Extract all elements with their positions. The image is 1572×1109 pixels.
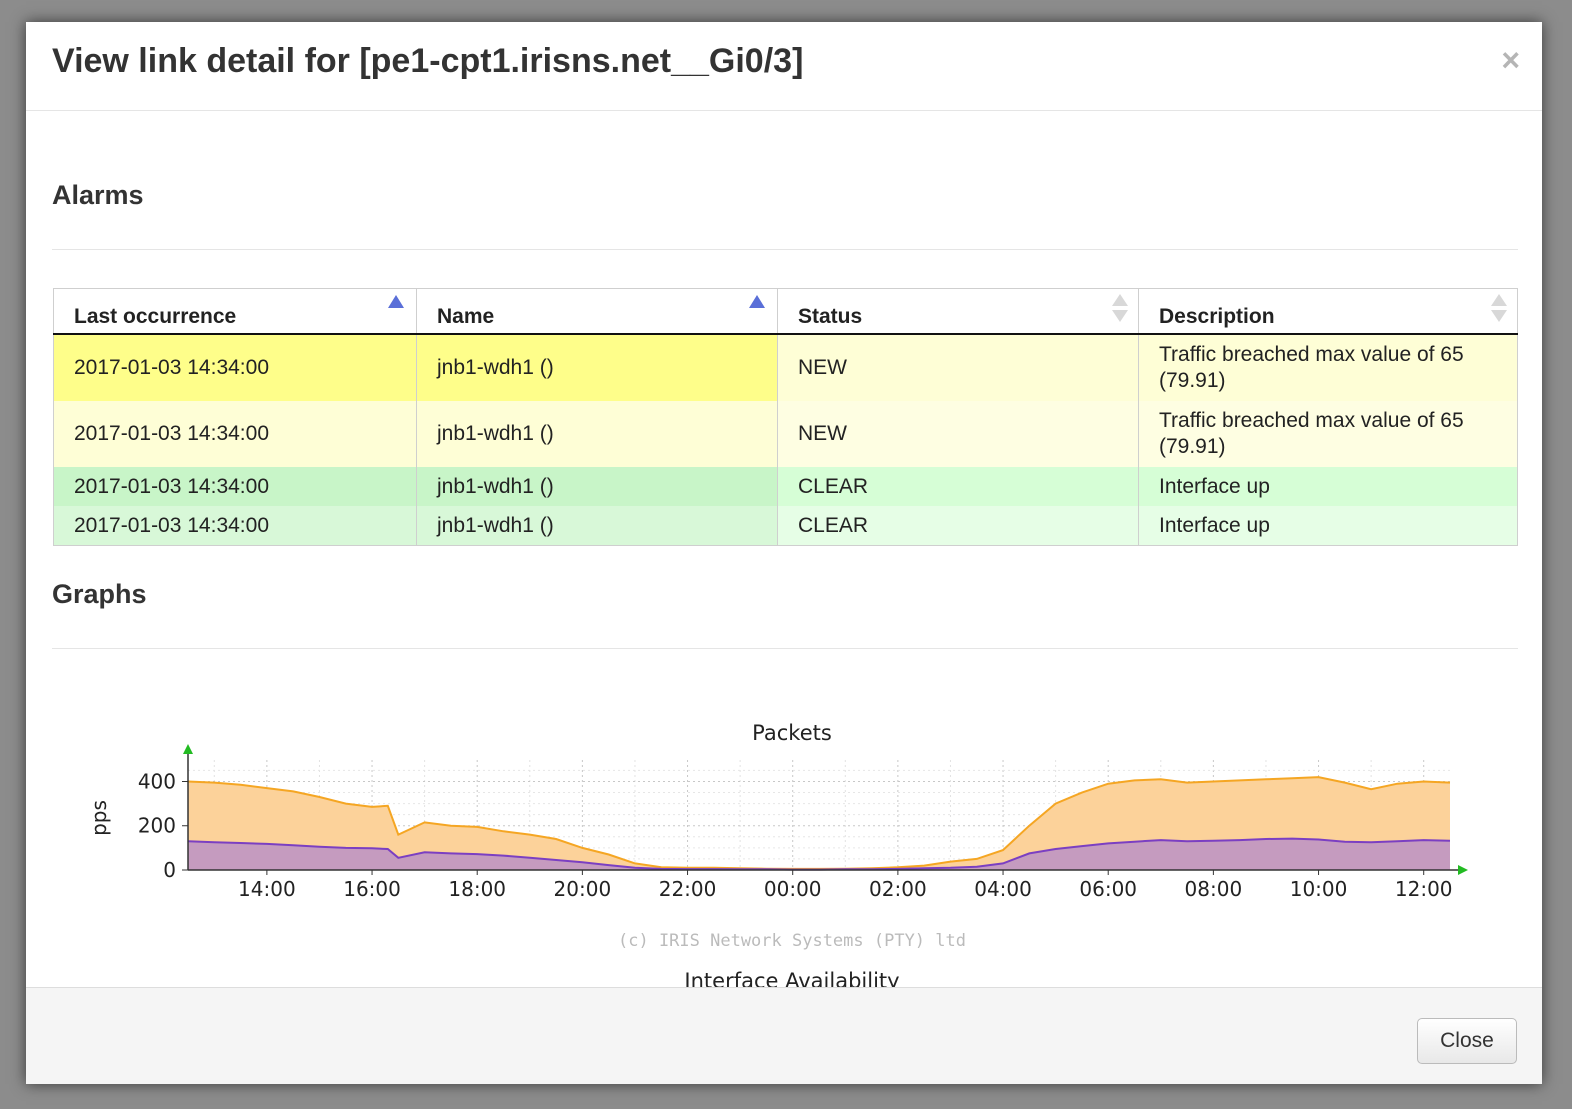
column-header-label: Status [798,305,863,328]
column-header-label: Last occurrence [74,305,237,328]
column-header-label: Description [1159,305,1275,328]
modal-title: View link detail for [pe1-cpt1.irisns.ne… [52,42,804,80]
cell-description: Interface up [1138,467,1518,506]
x-tick-label: 00:00 [764,877,822,901]
cell-name: jnb1-wdh1 () [416,334,778,401]
column-header-label: Name [437,305,495,328]
y-tick-label: 0 [163,858,176,882]
packets-chart: Packets 0 200 400 14:00 16:00 18:00 20:00 22:00 0… [87,721,1468,993]
table-row[interactable]: 2017-01-03 14:34:00 jnb1-wdh1 () CLEAR I… [53,467,1518,506]
column-header-name[interactable]: Name [416,288,778,335]
x-tick-label: 10:00 [1290,877,1348,901]
series-area-1 [188,838,1450,870]
link-detail-modal: View link detail for [pe1-cpt1.irisns.ne… [26,22,1542,1084]
x-tick-label: 16:00 [343,877,401,901]
y-tick-label: 200 [138,814,176,838]
x-axis-arrow-icon [1458,865,1468,875]
cell-status: NEW [777,334,1139,401]
close-icon[interactable]: × [1501,42,1520,78]
cell-status: NEW [777,401,1139,467]
x-tick-label: 12:00 [1395,877,1453,901]
cell-last-occurrence: 2017-01-03 14:34:00 [53,334,417,401]
x-tick-label: 22:00 [659,877,717,901]
alarms-heading: Alarms [52,180,144,210]
x-tick-label: 14:00 [238,877,296,901]
close-button[interactable]: Close [1417,1018,1517,1064]
cell-status: CLEAR [777,467,1139,506]
sort-unsorted-icon[interactable] [1491,294,1507,324]
cell-name: jnb1-wdh1 () [416,467,778,506]
column-header-description[interactable]: Description [1138,288,1518,335]
x-tick-label: 02:00 [869,877,927,901]
alarms-divider [52,249,1518,250]
y-axis-label: pps [87,800,111,836]
column-header-last-occurrence[interactable]: Last occurrence [53,288,417,335]
column-header-status[interactable]: Status [777,288,1139,335]
graphs-divider [52,648,1518,649]
x-tick-label: 20:00 [554,877,612,901]
modal-footer: Close [26,987,1542,1084]
cell-last-occurrence: 2017-01-03 14:34:00 [53,401,417,467]
cell-status: CLEAR [777,506,1139,546]
table-row[interactable]: 2017-01-03 14:34:00 jnb1-wdh1 () CLEAR I… [53,506,1518,546]
x-tick-label: 08:00 [1185,877,1243,901]
sort-unsorted-icon[interactable] [1112,294,1128,324]
modal-header: View link detail for [pe1-cpt1.irisns.ne… [26,22,1542,111]
y-tick-label: 400 [138,769,176,793]
sort-ascending-icon[interactable] [749,295,765,308]
graphs-heading: Graphs [52,579,147,609]
chart-title: Packets [752,721,832,745]
cell-name: jnb1-wdh1 () [416,506,778,546]
cell-description: Interface up [1138,506,1518,546]
sort-ascending-icon[interactable] [388,295,404,308]
cell-last-occurrence: 2017-01-03 14:34:00 [53,506,417,546]
table-row[interactable]: 2017-01-03 14:34:00 jnb1-wdh1 () NEW Tra… [53,334,1518,401]
x-tick-label: 04:00 [974,877,1032,901]
alarms-header-row: Last occurrence Name Status Description [53,288,1518,335]
x-tick-label: 18:00 [448,877,506,901]
y-axis-arrow-icon [183,744,193,754]
cell-last-occurrence: 2017-01-03 14:34:00 [53,467,417,506]
cell-name: jnb1-wdh1 () [416,401,778,467]
alarms-table: Last occurrence Name Status Description [53,288,1518,546]
chart-watermark: (c) IRIS Network Systems (PTY) ltd [618,931,966,951]
cell-description: Traffic breached max value of 65 (79.91) [1138,401,1518,467]
cell-description: Traffic breached max value of 65 (79.91) [1138,334,1518,401]
table-row[interactable]: 2017-01-03 14:34:00 jnb1-wdh1 () NEW Tra… [53,401,1518,467]
x-tick-label: 06:00 [1079,877,1137,901]
